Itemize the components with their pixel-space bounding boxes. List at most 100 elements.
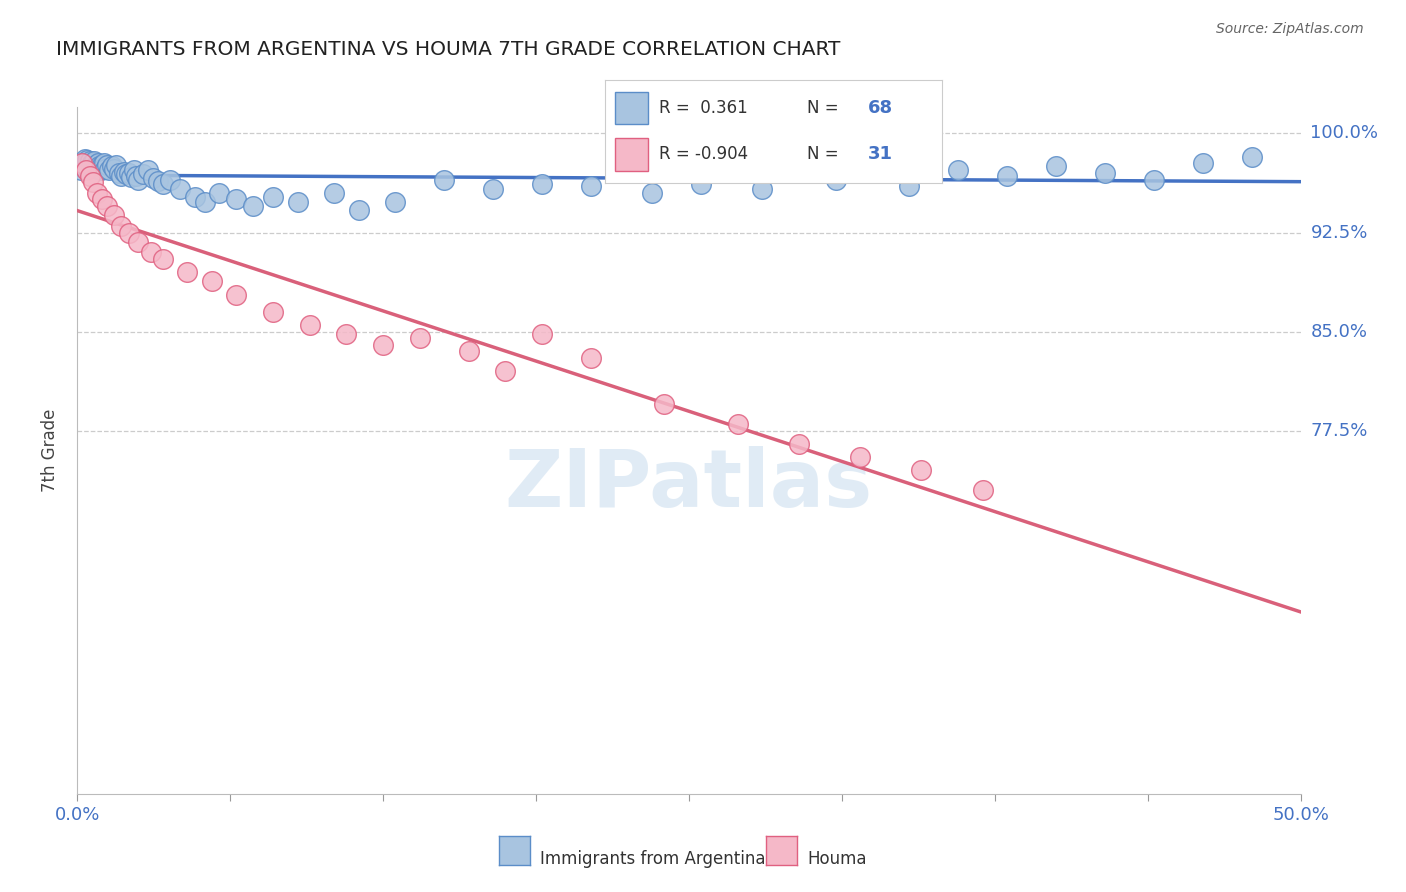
Point <box>787 437 810 451</box>
Point <box>262 305 284 319</box>
Point <box>262 190 284 204</box>
Point <box>91 161 114 175</box>
Point <box>136 163 159 178</box>
Point <box>70 155 93 169</box>
Point <box>98 163 121 178</box>
Point <box>152 177 174 191</box>
Point <box>73 152 96 166</box>
Point <box>323 186 346 200</box>
Text: Source: ZipAtlas.com: Source: ZipAtlas.com <box>1216 22 1364 37</box>
Text: R = -0.904: R = -0.904 <box>658 145 748 163</box>
Point <box>287 195 309 210</box>
Point <box>579 179 602 194</box>
Point <box>457 344 479 359</box>
Point <box>142 171 165 186</box>
Point <box>86 186 108 200</box>
Point <box>84 158 107 172</box>
Text: 31: 31 <box>868 145 893 163</box>
Point <box>169 182 191 196</box>
Point <box>72 160 94 174</box>
Point <box>371 338 394 352</box>
Point <box>531 327 554 342</box>
Point <box>127 235 149 249</box>
Point <box>159 172 181 186</box>
Point <box>910 463 932 477</box>
Text: 68: 68 <box>868 99 893 117</box>
Point <box>139 245 162 260</box>
Point <box>208 186 231 200</box>
Point <box>108 166 131 180</box>
Point <box>80 155 103 169</box>
Point <box>70 155 93 169</box>
Text: Immigrants from Argentina: Immigrants from Argentina <box>540 850 765 868</box>
Point <box>1191 155 1213 169</box>
Text: 85.0%: 85.0% <box>1310 323 1368 341</box>
Point <box>727 417 749 431</box>
Point <box>824 172 846 186</box>
Point <box>690 177 713 191</box>
Point <box>482 182 505 196</box>
Point <box>115 168 138 182</box>
Point <box>70 163 93 178</box>
Point <box>96 158 118 172</box>
Point <box>76 153 98 167</box>
Point <box>1045 160 1067 174</box>
Point <box>120 169 142 184</box>
Point <box>118 166 141 180</box>
Point <box>654 397 676 411</box>
Bar <box>614 137 648 170</box>
Text: N =: N = <box>807 99 844 117</box>
Point <box>110 169 132 183</box>
Point <box>433 172 456 186</box>
Point <box>972 483 994 497</box>
Point <box>118 226 141 240</box>
Point <box>146 174 169 188</box>
Point <box>242 199 264 213</box>
Point <box>79 169 101 183</box>
Point <box>176 265 198 279</box>
Point <box>225 193 247 207</box>
Text: 92.5%: 92.5% <box>1310 224 1368 242</box>
Point <box>225 287 247 301</box>
Text: 100.0%: 100.0% <box>1310 125 1378 143</box>
Point <box>103 162 125 177</box>
Point <box>75 163 97 178</box>
Point <box>122 163 145 178</box>
Point <box>898 179 921 194</box>
Point <box>184 190 207 204</box>
Point <box>751 182 773 196</box>
Point <box>89 160 111 174</box>
Bar <box>614 92 648 124</box>
Point <box>125 169 148 183</box>
Text: 77.5%: 77.5% <box>1310 422 1368 440</box>
Point <box>75 158 97 172</box>
Point <box>1094 166 1116 180</box>
Point <box>849 450 872 464</box>
Point <box>86 162 108 177</box>
Point <box>90 158 112 172</box>
Point <box>495 364 517 378</box>
Point <box>152 252 174 266</box>
Text: ZIPatlas: ZIPatlas <box>505 446 873 524</box>
Point <box>87 155 110 169</box>
Point <box>80 160 103 174</box>
Text: IMMIGRANTS FROM ARGENTINA VS HOUMA 7TH GRADE CORRELATION CHART: IMMIGRANTS FROM ARGENTINA VS HOUMA 7TH G… <box>56 40 841 59</box>
Point <box>77 162 100 177</box>
Point <box>579 351 602 365</box>
Point <box>82 161 104 175</box>
Point <box>112 165 135 179</box>
Point <box>641 186 664 200</box>
Point <box>193 195 215 210</box>
Point <box>1143 172 1166 186</box>
Point <box>105 158 128 172</box>
Point <box>335 327 357 342</box>
Point <box>384 195 406 210</box>
Text: Houma: Houma <box>807 850 866 868</box>
Point <box>82 175 104 189</box>
Point <box>103 208 125 222</box>
Point <box>79 154 101 169</box>
Point <box>298 318 321 332</box>
Point <box>1240 150 1263 164</box>
Point <box>946 163 969 178</box>
Point <box>110 219 132 233</box>
